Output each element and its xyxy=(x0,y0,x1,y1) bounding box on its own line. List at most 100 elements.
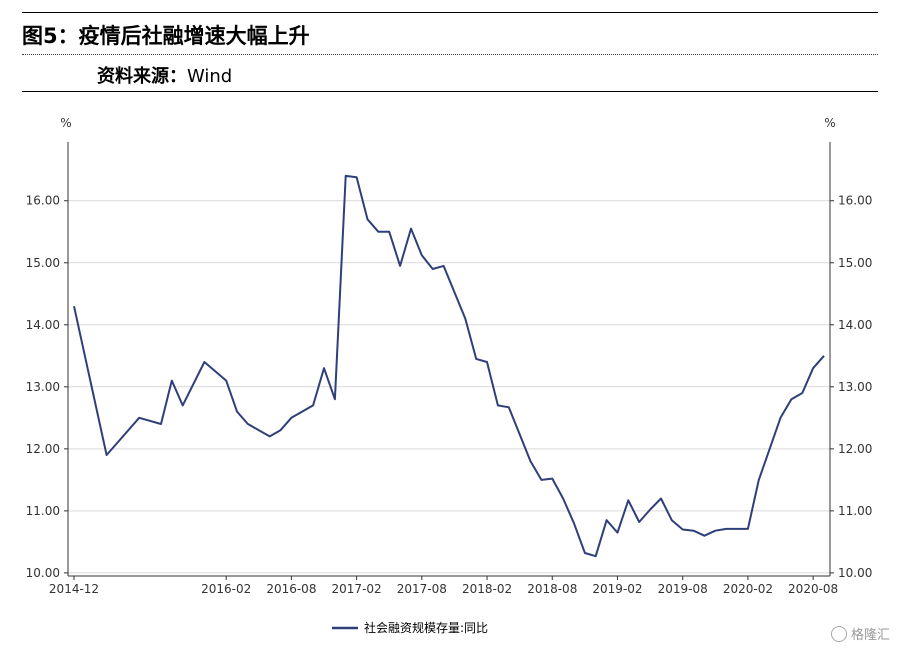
data-point xyxy=(801,392,803,394)
y-tick-label-left: 13.00 xyxy=(26,380,60,394)
data-point xyxy=(279,429,281,431)
data-point xyxy=(334,398,336,400)
y-axis-unit-left: % xyxy=(60,116,71,130)
y-tick-label-left: 16.00 xyxy=(26,194,60,208)
header-dotted-rule xyxy=(22,54,878,55)
data-point xyxy=(247,423,249,425)
figure-title-text: 疫情后社融增速大幅上升 xyxy=(78,24,310,48)
data-point xyxy=(660,497,662,499)
header-bottom-rule xyxy=(22,91,878,92)
source-label: 资料来源： xyxy=(97,66,187,87)
source-line: 资料来源：Wind xyxy=(97,62,232,88)
y-tick-label-right: 15.00 xyxy=(838,256,872,270)
watermark-logo-icon xyxy=(830,625,847,642)
data-point xyxy=(312,404,314,406)
data-point xyxy=(464,317,466,319)
y-tick-label-left: 10.00 xyxy=(26,566,60,580)
y-tick-label-right: 12.00 xyxy=(838,442,872,456)
data-point xyxy=(345,175,347,177)
data-point xyxy=(377,231,379,233)
data-point xyxy=(747,528,749,530)
legend-label: 社会融资规模存量:同比 xyxy=(364,620,488,635)
source-value: Wind xyxy=(187,66,233,87)
data-point xyxy=(692,530,694,532)
data-point xyxy=(736,528,738,530)
x-tick-label: 2018-08 xyxy=(527,582,577,596)
x-tick-label: 2020-08 xyxy=(788,582,838,596)
data-point xyxy=(355,176,357,178)
data-point xyxy=(225,379,227,381)
figure-title: 图5：疫情后社融增速大幅上升 xyxy=(22,20,310,50)
data-point xyxy=(497,404,499,406)
data-point xyxy=(138,417,140,419)
y-tick-label-right: 13.00 xyxy=(838,380,872,394)
data-point xyxy=(236,410,238,412)
data-point xyxy=(779,417,781,419)
data-point xyxy=(681,528,683,530)
data-point xyxy=(421,254,423,256)
data-point xyxy=(584,552,586,554)
data-point xyxy=(758,479,760,481)
data-point xyxy=(442,265,444,267)
x-tick-label: 2016-02 xyxy=(201,582,251,596)
x-tick-label: 2016-08 xyxy=(266,582,316,596)
data-point xyxy=(714,530,716,532)
header-top-rule xyxy=(22,12,878,13)
x-tick-label: 2019-08 xyxy=(658,582,708,596)
data-point xyxy=(768,448,770,450)
y-tick-label-right: 11.00 xyxy=(838,504,872,518)
data-point xyxy=(366,218,368,220)
data-point xyxy=(475,358,477,360)
data-point xyxy=(649,508,651,510)
data-point xyxy=(388,231,390,233)
y-axis-unit-right: % xyxy=(824,116,835,130)
data-point xyxy=(671,519,673,521)
data-point xyxy=(105,454,107,456)
data-point xyxy=(290,417,292,419)
data-point xyxy=(605,519,607,521)
x-tick-label: 2018-02 xyxy=(462,582,512,596)
line-chart: 10.00 10.00 11.00 11.00 12.00 12.00 13.00 13.00… xyxy=(26,116,873,635)
data-point xyxy=(812,367,814,369)
data-point xyxy=(268,435,270,437)
data-point xyxy=(725,528,727,530)
data-point xyxy=(638,521,640,523)
data-point xyxy=(323,367,325,369)
data-point xyxy=(181,404,183,406)
watermark: 格隆汇 xyxy=(830,624,890,643)
y-tick-label-left: 14.00 xyxy=(26,318,60,332)
data-point xyxy=(508,406,510,408)
data-point xyxy=(573,522,575,524)
y-tick-label-left: 15.00 xyxy=(26,256,60,270)
y-tick-label-left: 12.00 xyxy=(26,442,60,456)
data-point xyxy=(790,398,792,400)
x-tick-label: 2014-12 xyxy=(49,582,99,596)
data-point xyxy=(203,361,205,363)
x-tick-label: 2017-08 xyxy=(397,582,447,596)
data-point xyxy=(431,268,433,270)
data-point xyxy=(529,460,531,462)
data-point xyxy=(703,534,705,536)
data-point xyxy=(399,265,401,267)
y-tick-label-left: 11.00 xyxy=(26,504,60,518)
x-tick-label: 2019-02 xyxy=(592,582,642,596)
data-point xyxy=(486,361,488,363)
data-point xyxy=(616,531,618,533)
data-point xyxy=(823,355,825,357)
figure-number: 图5： xyxy=(22,24,79,48)
y-tick-label-right: 16.00 xyxy=(838,194,872,208)
data-point xyxy=(410,227,412,229)
data-point xyxy=(627,499,629,501)
data-point xyxy=(171,379,173,381)
y-tick-label-right: 14.00 xyxy=(838,318,872,332)
data-point xyxy=(551,477,553,479)
data-point xyxy=(595,555,597,557)
x-tick-label: 2020-02 xyxy=(723,582,773,596)
y-tick-label-right: 10.00 xyxy=(838,566,872,580)
data-point xyxy=(562,497,564,499)
data-point xyxy=(160,423,162,425)
series-line xyxy=(73,174,825,558)
x-tick-label: 2017-02 xyxy=(332,582,382,596)
data-point xyxy=(73,305,75,307)
data-point xyxy=(540,479,542,481)
